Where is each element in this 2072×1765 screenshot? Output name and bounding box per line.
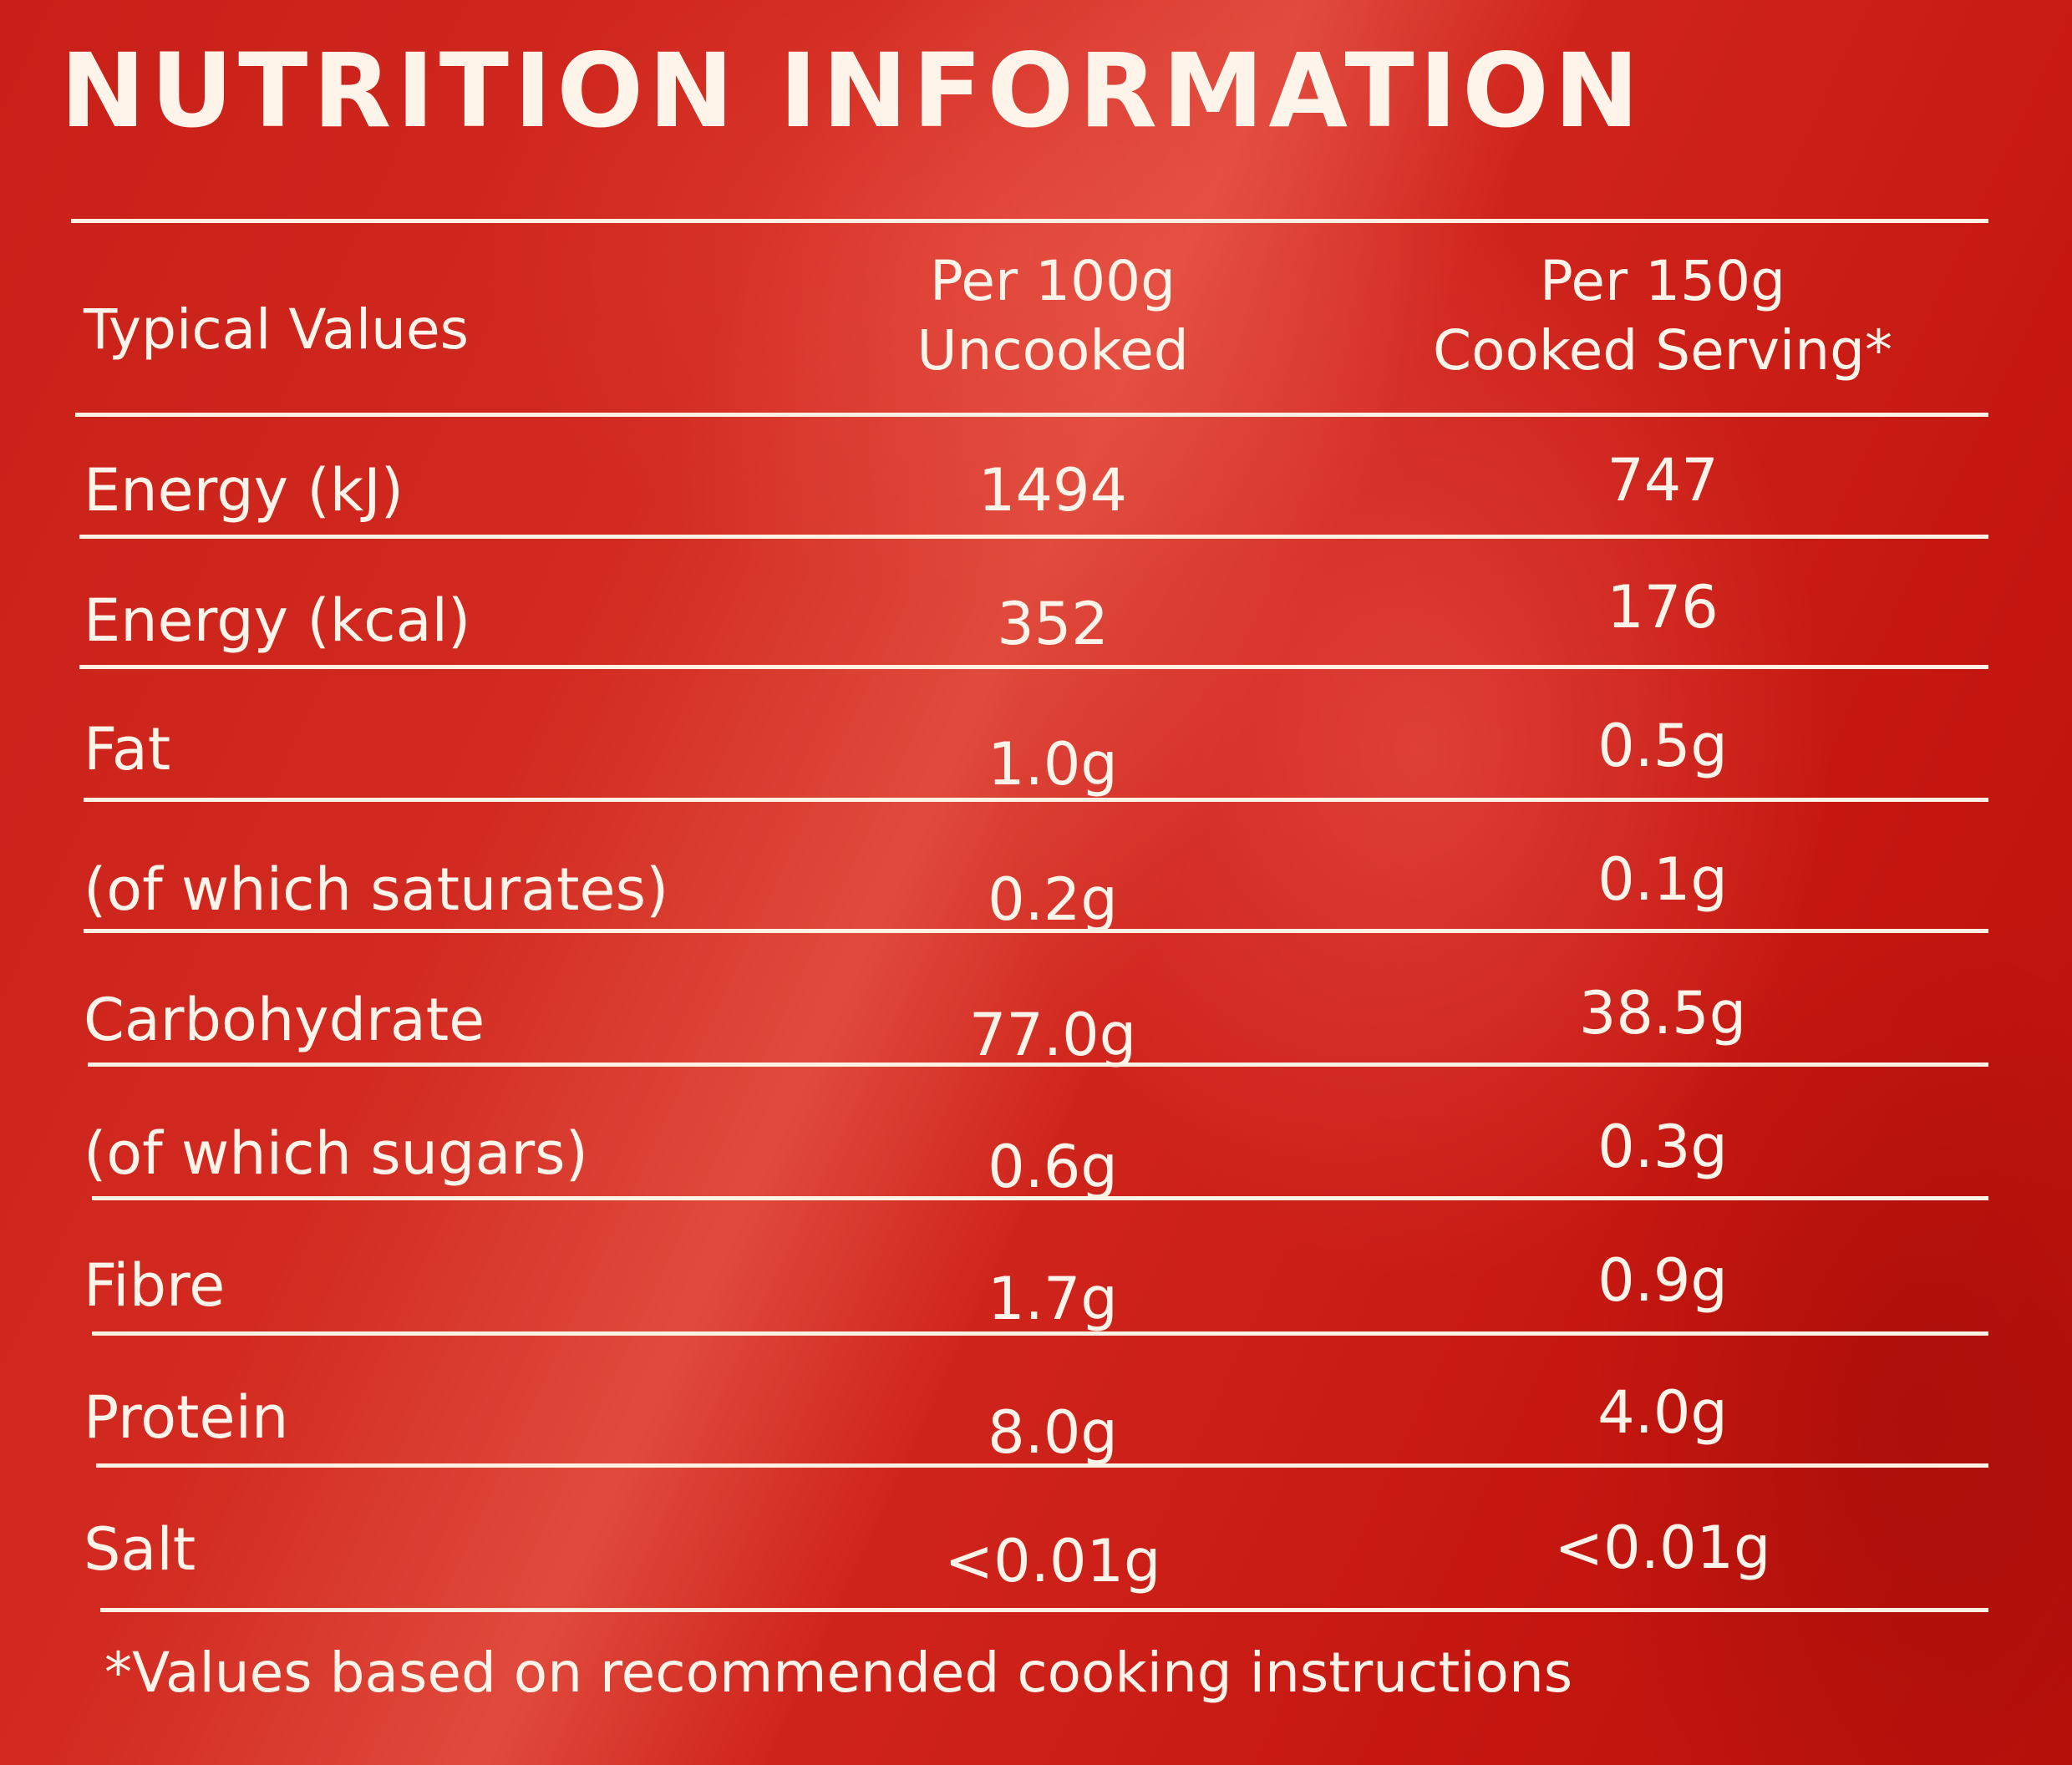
row-label-energy-kcal: Energy (kcal) [84,586,471,655]
row-value-carbohydrate-per150: 38.5g [1578,979,1747,1047]
row-value-energy-kcal-per150: 176 [1607,573,1719,642]
row-label-carbohydrate: Carbohydrate [84,986,485,1054]
header-typical-values: Typical Values [84,297,470,362]
row-value-protein-per100: 8.0g [988,1398,1118,1467]
header-per-150g: Per 150g Cooked Serving* [1337,247,1988,385]
row-value-fat-per150: 0.5g [1597,712,1728,780]
row-value-energy-kj-per150: 747 [1607,446,1719,515]
header-per-100g-line1: Per 100g [929,249,1176,313]
rule-bottom [100,1608,1988,1612]
header-per-100g: Per 100g Uncooked [869,247,1237,385]
row-value-energy-kj-per100: 1494 [978,456,1128,525]
row-label-protein: Protein [84,1383,289,1452]
row-label-sugars: (of which sugars) [84,1119,588,1188]
rule-header [75,413,1988,417]
row-value-sugars-per150: 0.3g [1597,1113,1728,1181]
row-divider [92,1196,1988,1200]
row-value-sugars-per100: 0.6g [988,1133,1118,1201]
row-label-saturates: (of which saturates) [84,855,669,924]
header-per-150g-line2: Cooked Serving* [1433,317,1892,383]
row-divider [79,665,1988,669]
row-label-fibre: Fibre [84,1251,226,1320]
row-value-fibre-per100: 1.7g [988,1265,1118,1333]
label-title: NUTRITION INFORMATION [60,32,1644,150]
row-divider [84,929,1988,933]
row-divider [88,1063,1988,1067]
row-value-salt-per100: <0.01g [944,1527,1161,1595]
row-value-salt-per150: <0.01g [1554,1514,1771,1582]
header-per-150g-line1: Per 150g [1539,249,1786,313]
row-value-saturates-per100: 0.2g [988,865,1118,934]
row-divider [84,798,1988,802]
footnote: *Values based on recommended cooking ins… [104,1641,1573,1705]
row-value-carbohydrate-per100: 77.0g [968,1001,1137,1069]
row-label-salt: Salt [84,1515,196,1584]
row-value-energy-kcal-per100: 352 [997,590,1109,658]
row-value-fat-per100: 1.0g [988,730,1118,799]
row-value-fibre-per150: 0.9g [1597,1246,1728,1315]
row-divider [92,1331,1988,1336]
header-per-100g-line2: Uncooked [917,317,1189,383]
row-value-saturates-per150: 0.1g [1597,845,1728,914]
row-value-protein-per150: 4.0g [1597,1378,1728,1447]
row-divider [96,1463,1988,1468]
rule-top [71,219,1988,223]
row-label-energy-kj: Energy (kJ) [84,456,404,525]
row-label-fat: Fat [84,715,171,784]
row-divider [79,535,1988,539]
